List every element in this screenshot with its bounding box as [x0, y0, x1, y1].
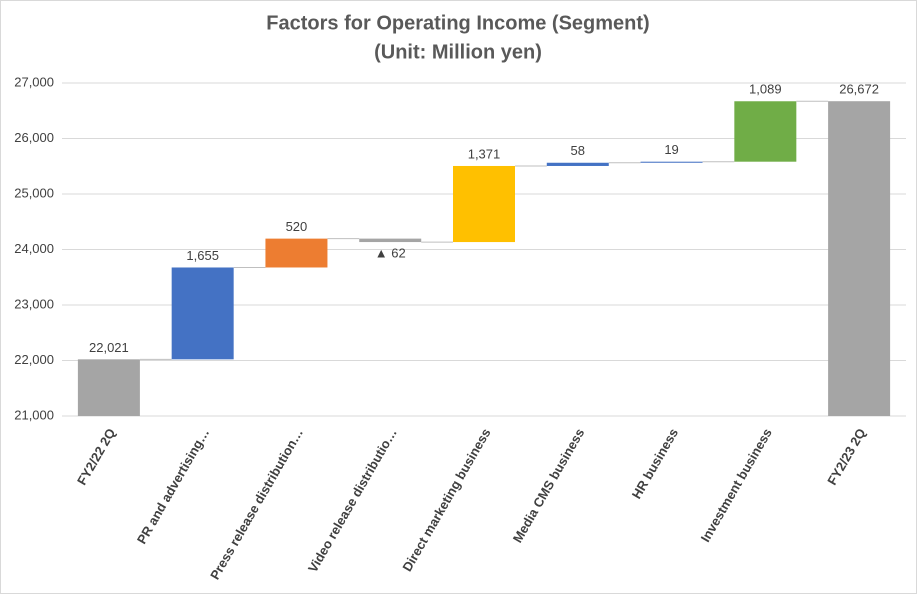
bar — [265, 238, 328, 268]
value-label: 1,371 — [468, 146, 501, 161]
chart-subtitle: (Unit: Million yen) — [374, 41, 542, 63]
value-label: 19 — [664, 142, 678, 157]
value-label: 22,021 — [89, 340, 129, 355]
chart-title: Factors for Operating Income (Segment) — [266, 12, 649, 34]
y-tick-label: 27,000 — [14, 74, 54, 89]
y-tick-label: 25,000 — [14, 185, 54, 200]
value-label: 1,089 — [749, 82, 782, 97]
bar — [734, 101, 797, 162]
y-tick-label: 21,000 — [14, 407, 54, 422]
y-tick-label: 26,000 — [14, 130, 54, 145]
bar — [359, 238, 422, 243]
value-label: ▲ 62 — [375, 246, 406, 261]
y-tick-label: 23,000 — [14, 296, 54, 311]
y-tick-label: 24,000 — [14, 241, 54, 256]
value-label: 26,672 — [839, 82, 879, 97]
bar — [640, 161, 703, 163]
value-label: 58 — [571, 143, 585, 158]
bar — [828, 101, 891, 416]
bar — [546, 162, 609, 166]
bar — [453, 165, 515, 243]
y-tick-label: 22,000 — [14, 352, 54, 367]
bar — [77, 359, 140, 416]
bar — [171, 267, 234, 360]
value-label: 520 — [286, 219, 308, 234]
value-label: 1,655 — [186, 248, 219, 263]
